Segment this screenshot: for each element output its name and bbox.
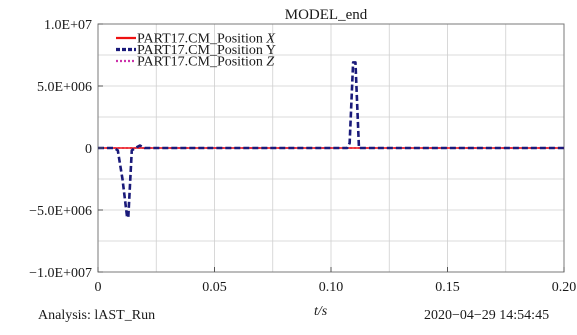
x-tick-label: 0.15 [435,280,460,295]
y-tick-label: 0 [85,142,92,157]
y-tick-label: −1.0E+007 [29,266,92,281]
legend-label: PART17.CM_Position X [137,32,275,47]
chart-title: MODEL_end [285,7,368,23]
x-tick-label: 0.05 [202,280,227,295]
x-tick-label: 0 [95,280,102,295]
analysis-label: Analysis: lAST_Run [38,308,156,323]
y-tick-label: 5.0E+006 [37,80,92,95]
y-tick-label: 1.0E+07 [44,18,92,33]
legend-label: PART17.CM_Position Y [137,43,276,58]
x-axis-label: t/s [314,304,327,320]
y-tick-label: −5.0E+006 [29,204,92,219]
x-tick-label: 0.10 [319,280,344,295]
series-layer [98,61,564,219]
timestamp: 2020−04−29 14:54:45 [424,308,550,323]
series-line [98,61,564,219]
x-axis-label-text: t/s [314,304,328,319]
legend-label: PART17.CM_Position Z [137,55,274,70]
x-tick-label: 0.20 [552,280,577,295]
